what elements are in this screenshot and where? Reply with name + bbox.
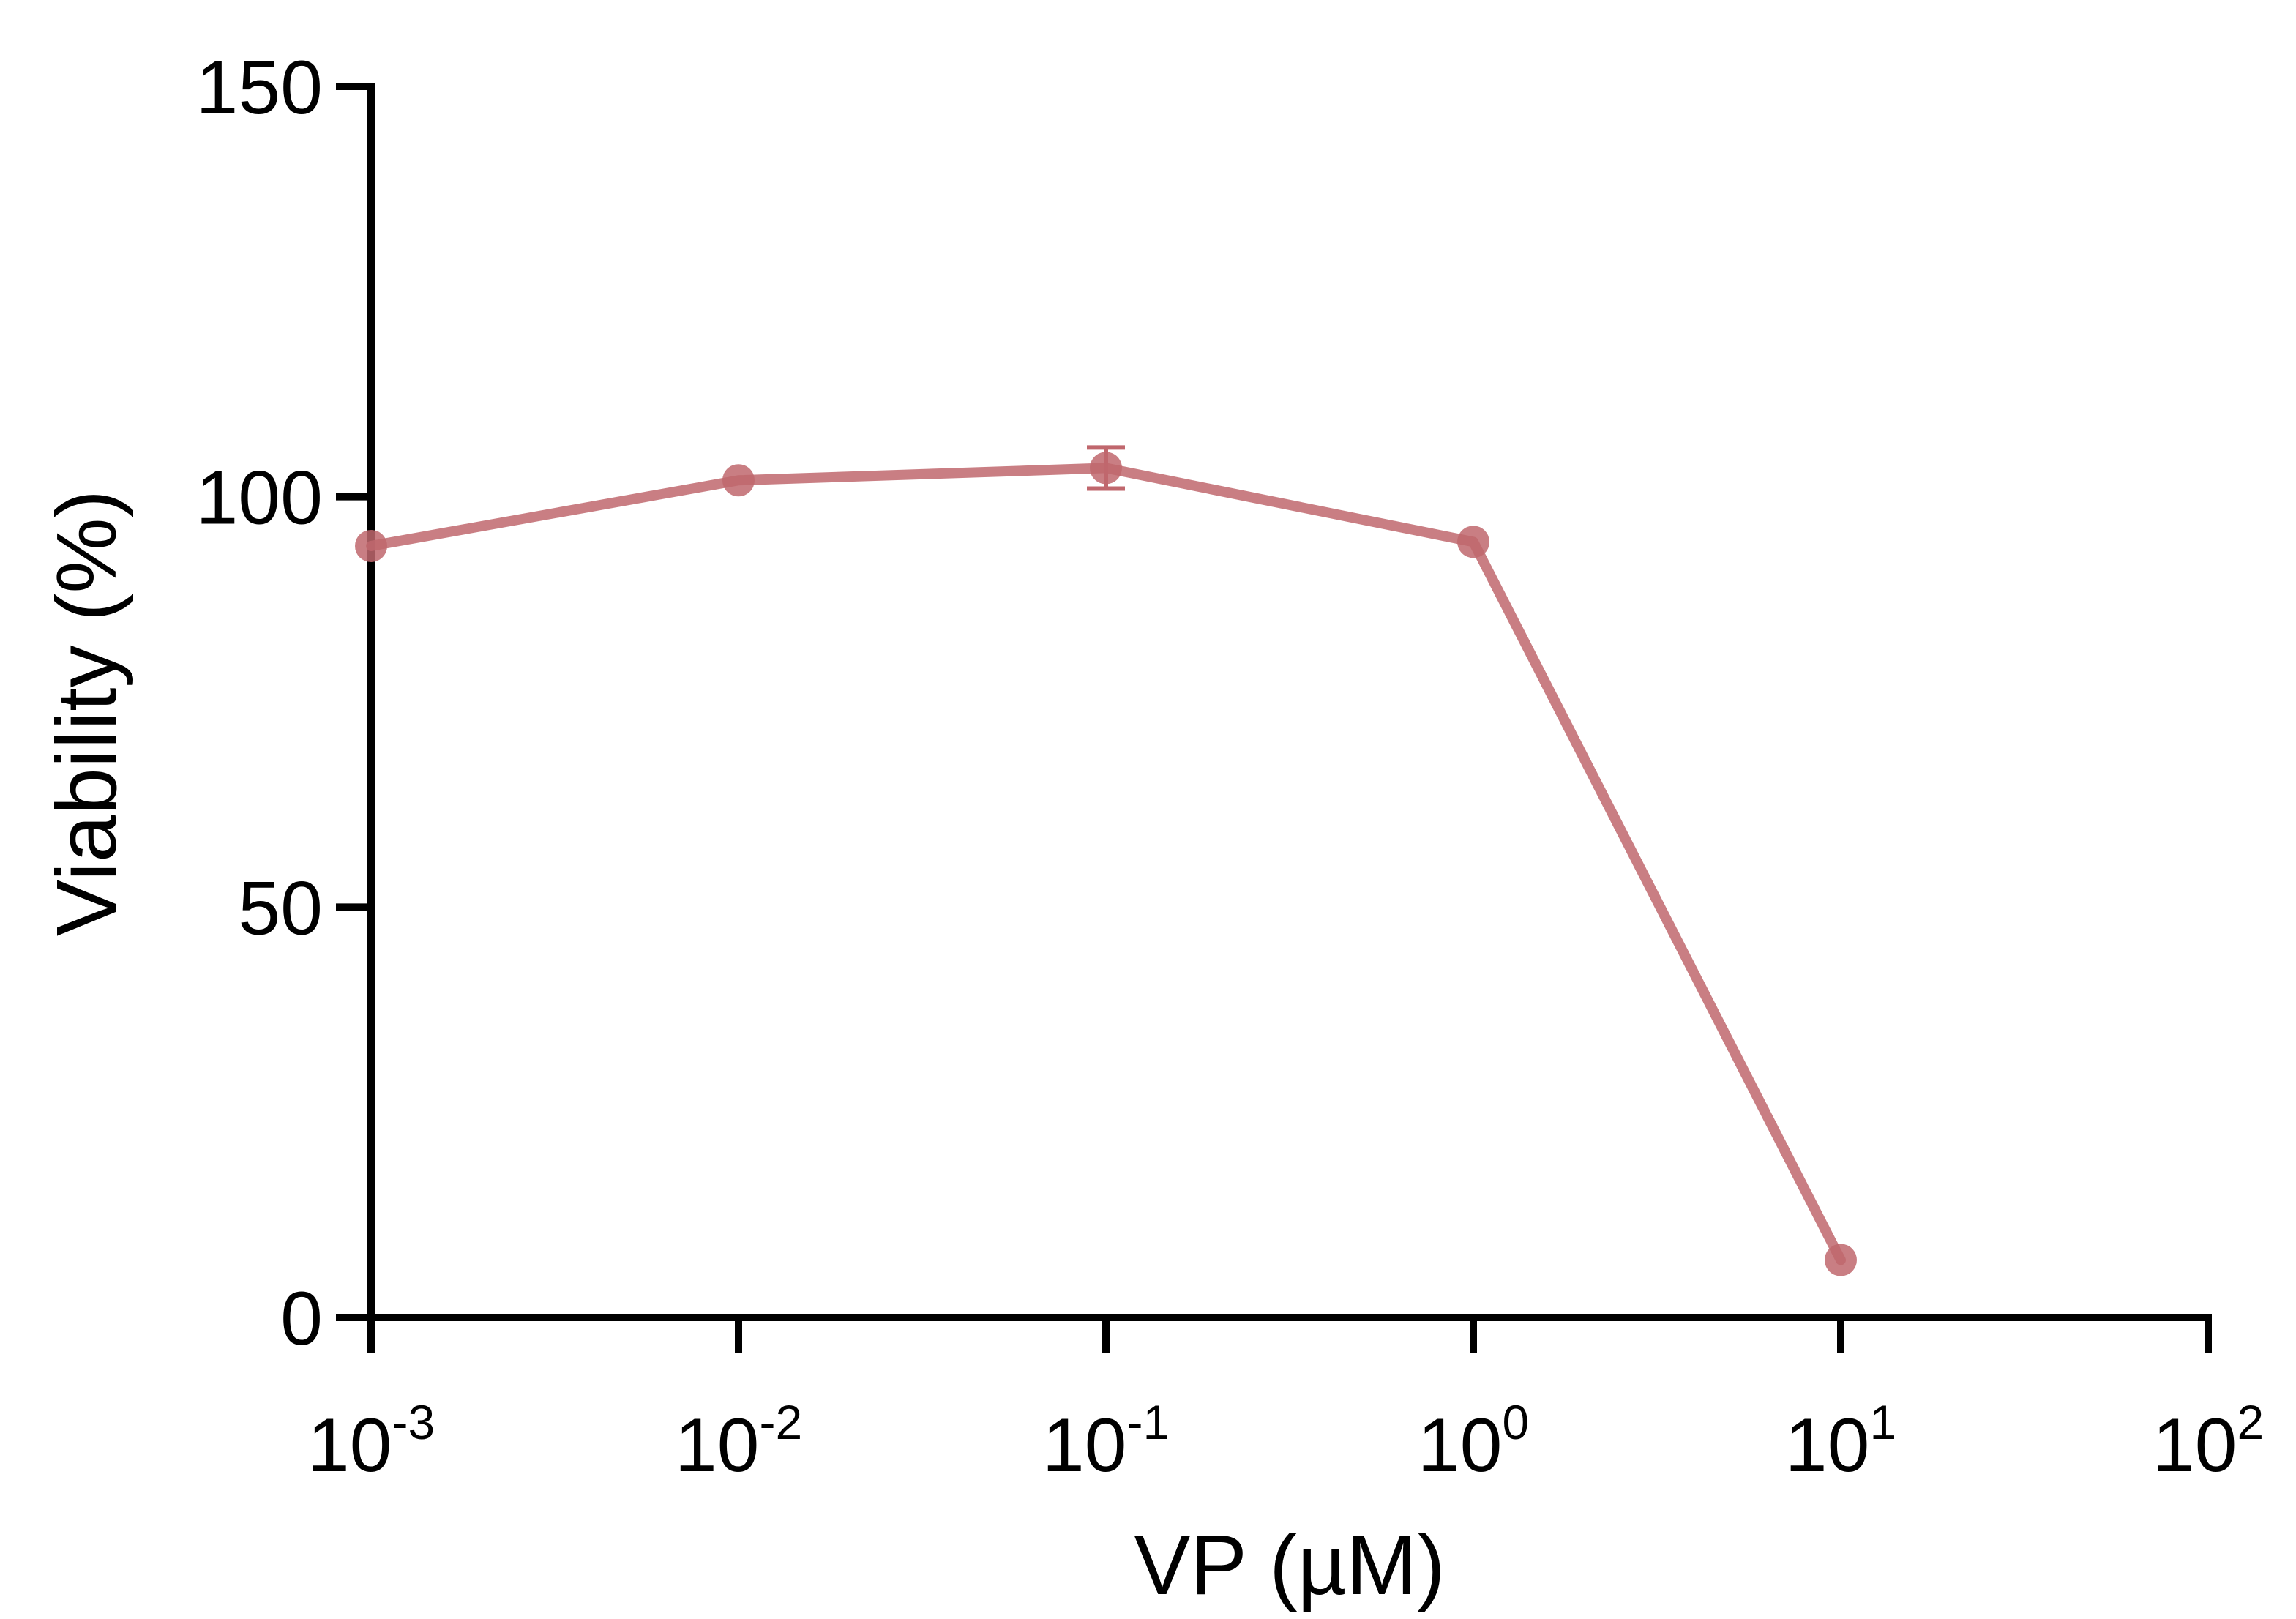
x-axis-ticks: 10-3 10-2 10-1 100 101 102 <box>307 1317 2264 1488</box>
y-tick-label: 100 <box>195 456 323 541</box>
data-point <box>1825 1244 1857 1276</box>
data-point <box>1457 526 1489 558</box>
series-line <box>366 463 1846 1265</box>
y-tick-label: 150 <box>195 45 323 130</box>
x-tick-label: 10-3 <box>307 1395 435 1488</box>
x-tick-label: 10-2 <box>675 1395 802 1488</box>
y-tick-label: 50 <box>238 866 323 951</box>
x-tick-label: 101 <box>1785 1395 1896 1488</box>
x-tick-label: 102 <box>2153 1395 2264 1488</box>
data-point <box>722 464 755 497</box>
y-axis-title: Viability (%) <box>39 490 134 936</box>
y-tick-label: 0 <box>280 1276 323 1361</box>
data-point <box>355 529 387 562</box>
x-tick-label: 100 <box>1418 1395 1529 1488</box>
x-axis-title: VP (µM) <box>1134 1517 1446 1612</box>
data-point <box>1090 452 1122 485</box>
series-group <box>355 445 1857 1276</box>
y-axis-ticks: 0 50 100 150 <box>195 45 371 1361</box>
x-tick-label: 10-1 <box>1042 1395 1170 1488</box>
